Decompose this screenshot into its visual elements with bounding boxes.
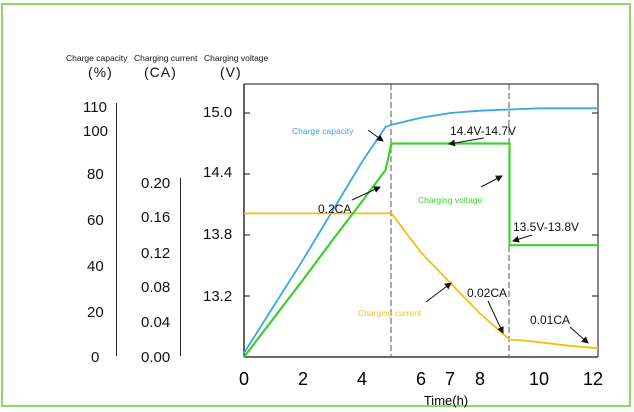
current-line [244, 212, 599, 350]
time-axis-label: Time(h) [424, 393, 468, 408]
current-tick-020: 0.20 [141, 175, 171, 192]
current-tick-008: 0.08 [141, 279, 171, 296]
voltage-arrow [480, 175, 503, 188]
voltage-float-arrow [512, 234, 533, 243]
time-tick-2: 2 [298, 369, 308, 389]
capacity-tick-110: 110 [83, 99, 107, 116]
current-001-label: 0.01CA [530, 313, 570, 327]
current-tick-012: 0.12 [141, 245, 171, 262]
time-tick-4: 4 [357, 369, 367, 389]
voltage-tick-marks [244, 112, 598, 297]
capacity-axis-line [116, 103, 117, 356]
voltage-tick-150: 15.0 [203, 104, 233, 121]
current-tick-004: 0.04 [141, 314, 171, 331]
capacity-tick-40: 40 [87, 258, 104, 275]
capacity-line [243, 107, 598, 354]
current-02-label: 0.2CA [318, 202, 351, 216]
time-tick-labels: 0 2 4 6 7 8 10 12 [239, 369, 603, 389]
capacity-tick-0: 0 [91, 349, 100, 366]
current-tick-000: 0.00 [141, 349, 171, 366]
capacity-axis-title: Charge capacity [66, 53, 128, 63]
capacity-tick-60: 60 [87, 212, 104, 229]
capacity-tick-100: 100 [83, 123, 109, 140]
current-axis-title: Charging current [134, 53, 198, 63]
current-02-arrow [351, 186, 381, 201]
voltage-cv-arrow [448, 137, 485, 147]
capacity-arrow [367, 129, 384, 142]
capacity-tick-80: 80 [87, 166, 104, 183]
chart-frame [1, 3, 631, 407]
current-001-arrow [569, 326, 589, 344]
time-tick-8: 8 [475, 369, 485, 389]
current-series-label: Charging current [358, 308, 422, 318]
time-tick-12: 12 [583, 369, 603, 389]
voltage-axis-title: Charging voltage [204, 53, 269, 63]
voltage-tick-138: 13.8 [203, 226, 233, 243]
voltage-line [243, 142, 598, 358]
voltage-axis-unit: (V) [220, 64, 242, 80]
time-tick-10: 10 [529, 369, 549, 389]
voltage-series-label: Charging voltage [418, 195, 483, 205]
time-tick-0: 0 [239, 369, 249, 389]
voltage-tick-144: 14.4 [203, 164, 233, 181]
voltage-tick-132: 13.2 [203, 288, 233, 305]
capacity-tick-20: 20 [87, 304, 104, 321]
time-tick-7: 7 [445, 369, 455, 389]
current-axis-unit: (CA) [144, 64, 177, 80]
time-tick-6: 6 [416, 369, 426, 389]
current-arrow [425, 282, 452, 303]
current-002-arrow [487, 300, 504, 334]
current-tick-016: 0.16 [141, 209, 171, 226]
current-002-label: 0.02CA [467, 286, 507, 300]
current-axis-line [180, 178, 181, 356]
voltage-float-label: 13.5V-13.8V [513, 220, 579, 234]
capacity-series-label: Charge capacity [292, 126, 354, 136]
voltage-cv-label: 14.4V-14.7V [450, 124, 516, 138]
capacity-axis-unit: (%) [88, 64, 113, 80]
